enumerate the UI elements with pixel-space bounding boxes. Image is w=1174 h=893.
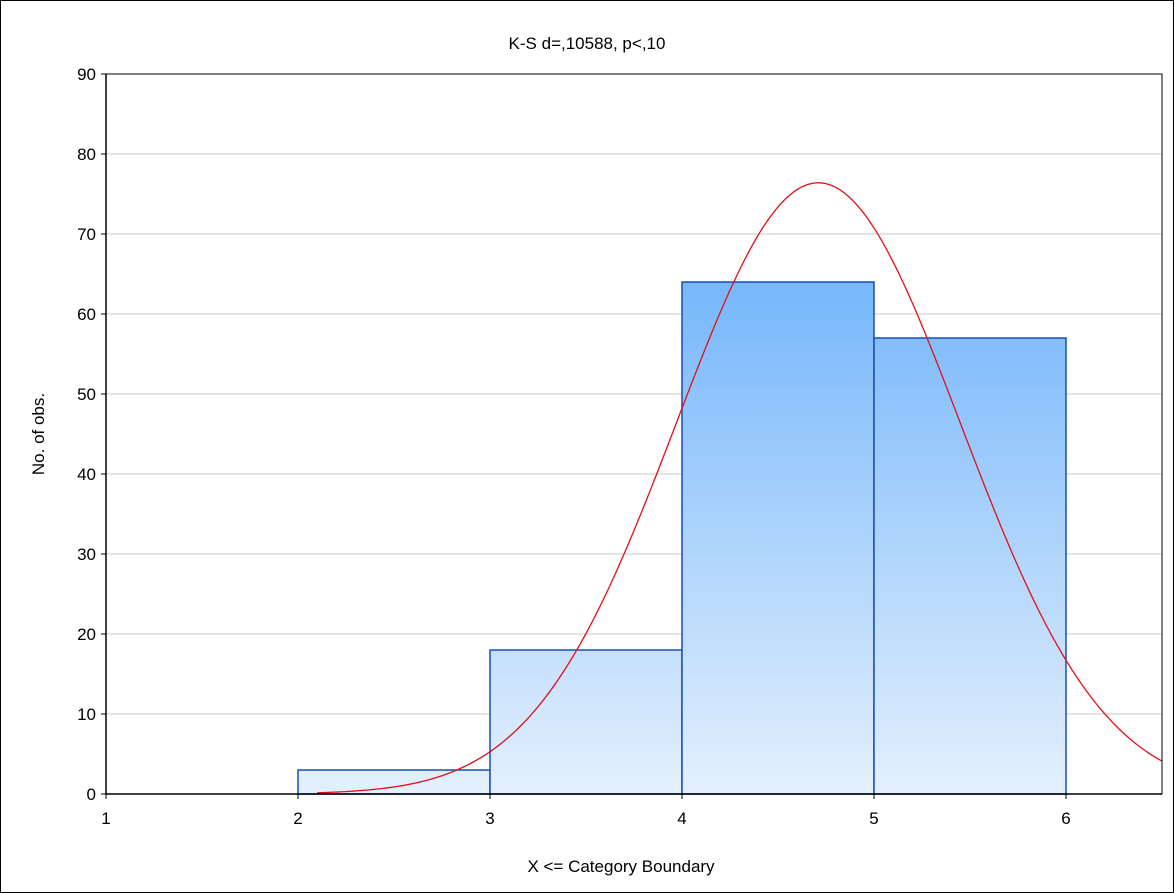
x-axis-title: X <= Category Boundary (527, 857, 715, 876)
x-tick-label: 4 (677, 809, 686, 828)
y-tick-label: 40 (77, 465, 96, 484)
y-tick-label: 10 (77, 705, 96, 724)
x-tick-label: 1 (101, 809, 110, 828)
y-tick-label: 80 (77, 145, 96, 164)
x-tick-label: 2 (293, 809, 302, 828)
y-tick-label: 30 (77, 545, 96, 564)
y-tick-label: 0 (87, 785, 96, 804)
bars (297, 281, 1067, 795)
histogram-bar (489, 649, 683, 795)
y-axis-title: No. of obs. (29, 393, 48, 475)
y-tick-label: 70 (77, 225, 96, 244)
fitted-curve (317, 182, 1162, 794)
x-tick-label: 6 (1061, 809, 1070, 828)
x-tick-label: 3 (485, 809, 494, 828)
tick-labels: 0 10 20 30 40 50 60 70 80 90 1 2 3 4 5 6 (77, 65, 1071, 828)
y-tick-label: 20 (77, 625, 96, 644)
normal-fit-curve (317, 182, 1162, 794)
axes (105, 73, 1163, 795)
histogram-bar (873, 337, 1067, 795)
histogram-bar (297, 769, 491, 795)
chart-title: K-S d=,10588, p<,10 (509, 34, 666, 53)
y-tick-label: 90 (77, 65, 96, 84)
x-tick-label: 5 (869, 809, 878, 828)
y-tick-label: 60 (77, 305, 96, 324)
histogram-bar (681, 281, 875, 795)
y-tick-label: 50 (77, 385, 96, 404)
